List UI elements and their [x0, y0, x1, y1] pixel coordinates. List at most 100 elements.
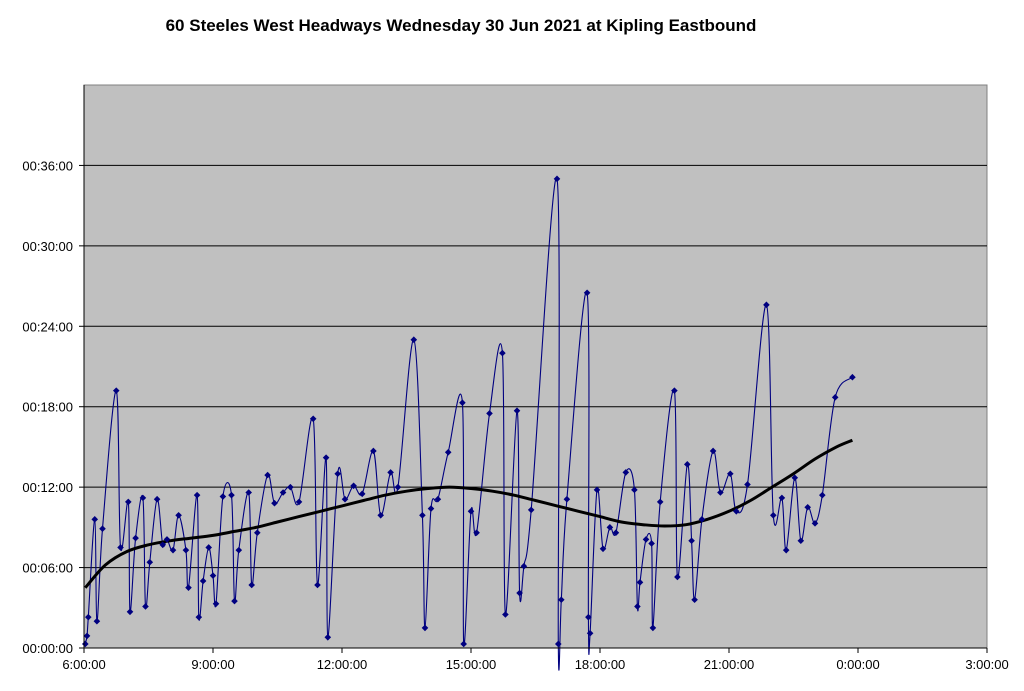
data-point-31	[245, 489, 252, 496]
data-point-73	[585, 613, 592, 621]
data-point-46	[358, 490, 366, 498]
y-tick-label-6: 00:36:00	[22, 158, 73, 173]
data-point-98	[763, 301, 770, 309]
data-point-50	[394, 483, 402, 491]
data-point-60	[473, 529, 480, 537]
data-point-87	[671, 387, 678, 394]
data-point-17	[169, 546, 177, 554]
chart-title: 60 Steeles West Headways Wednesday 30 Ju…	[165, 16, 757, 35]
data-point-10	[132, 534, 139, 542]
data-point-27	[219, 493, 227, 500]
data-point-61	[486, 410, 493, 417]
data-point-29	[231, 597, 238, 605]
data-point-20	[185, 584, 192, 591]
data-point-78	[612, 529, 620, 537]
data-point-93	[709, 447, 717, 455]
data-point-83	[642, 536, 650, 543]
data-point-9	[126, 608, 134, 616]
data-point-52	[419, 511, 426, 519]
data-point-79	[622, 469, 630, 476]
x-tick-label-5: 21:00:00	[704, 657, 755, 672]
data-point-7	[117, 544, 124, 551]
data-point-85	[649, 624, 657, 632]
data-point-51	[410, 336, 418, 343]
data-point-106	[819, 491, 826, 499]
data-point-44	[341, 495, 349, 503]
data-point-102	[791, 474, 799, 482]
data-point-103	[797, 537, 805, 545]
data-point-92	[698, 516, 706, 523]
data-point-81	[634, 603, 641, 610]
data-point-58	[460, 640, 467, 648]
x-tick-label-2: 12:00:00	[317, 657, 368, 672]
data-point-104	[804, 503, 811, 511]
data-point-5	[99, 525, 106, 532]
data-point-96	[733, 507, 740, 515]
data-point-91	[691, 596, 698, 604]
data-point-22	[195, 613, 203, 621]
data-point-37	[287, 483, 294, 491]
data-point-4	[93, 617, 101, 625]
axes: 00:00:00 00:06:00 00:12:00 00:18:00 00:24:00…	[22, 85, 1009, 672]
data-point-42	[324, 633, 332, 641]
data-point-2	[85, 613, 92, 621]
data-point-41	[322, 454, 330, 461]
data-point-26	[212, 600, 220, 608]
x-tick-label-6: 0:00:00	[836, 657, 879, 672]
data-point-62	[499, 349, 506, 357]
data-point-101	[782, 546, 790, 554]
data-point-100	[778, 494, 786, 502]
data-point-24	[205, 544, 212, 551]
data-point-74	[586, 629, 594, 637]
x-tick-label-3: 15:00:00	[446, 657, 497, 672]
data-point-105	[811, 520, 819, 527]
data-point-65	[516, 589, 523, 597]
data-point-11	[139, 494, 147, 502]
y-tick-label-3: 00:18:00	[22, 400, 73, 415]
data-point-15	[159, 541, 166, 549]
y-tick-label-1: 00:06:00	[22, 561, 73, 576]
y-tick-label-5: 00:30:00	[22, 239, 73, 254]
data-point-19	[182, 546, 190, 554]
data-point-33	[253, 529, 261, 537]
data-point-28	[228, 491, 235, 499]
gridlines	[84, 164, 987, 569]
data-point-16	[163, 536, 171, 543]
data-point-32	[248, 581, 255, 589]
data-point-69	[554, 640, 562, 648]
data-point-21	[193, 491, 201, 499]
y-tick-label-0: 00:00:00	[22, 641, 73, 656]
data-point-54	[427, 505, 435, 512]
data-point-53	[421, 624, 429, 632]
series-layer	[81, 175, 856, 671]
data-point-59	[467, 507, 475, 515]
data-point-71	[563, 495, 571, 503]
data-point-48	[377, 511, 384, 519]
data-point-90	[688, 537, 695, 545]
data-point-88	[674, 573, 681, 581]
data-point-94	[717, 489, 724, 496]
data-point-70	[558, 596, 565, 604]
data-point-35	[271, 499, 278, 507]
data-point-25	[209, 572, 217, 579]
trend-line	[84, 438, 853, 589]
data-point-63	[502, 611, 509, 618]
data-point-76	[599, 545, 607, 553]
data-point-40	[314, 581, 321, 589]
plot-area	[83, 84, 988, 649]
data-point-77	[606, 524, 614, 531]
data-point-72	[583, 289, 591, 297]
data-point-18	[175, 511, 182, 519]
x-tick-label-7: 3:00:00	[965, 657, 1008, 672]
data-point-80	[631, 486, 638, 494]
x-tick-label-0: 6:00:00	[62, 657, 105, 672]
data-point-47	[370, 447, 377, 455]
data-point-8	[124, 498, 132, 506]
data-point-12	[142, 603, 149, 610]
data-point-57	[459, 399, 466, 406]
data-point-13	[146, 558, 154, 566]
data-point-3	[91, 516, 99, 523]
data-point-39	[309, 415, 317, 423]
data-point-89	[683, 461, 691, 468]
